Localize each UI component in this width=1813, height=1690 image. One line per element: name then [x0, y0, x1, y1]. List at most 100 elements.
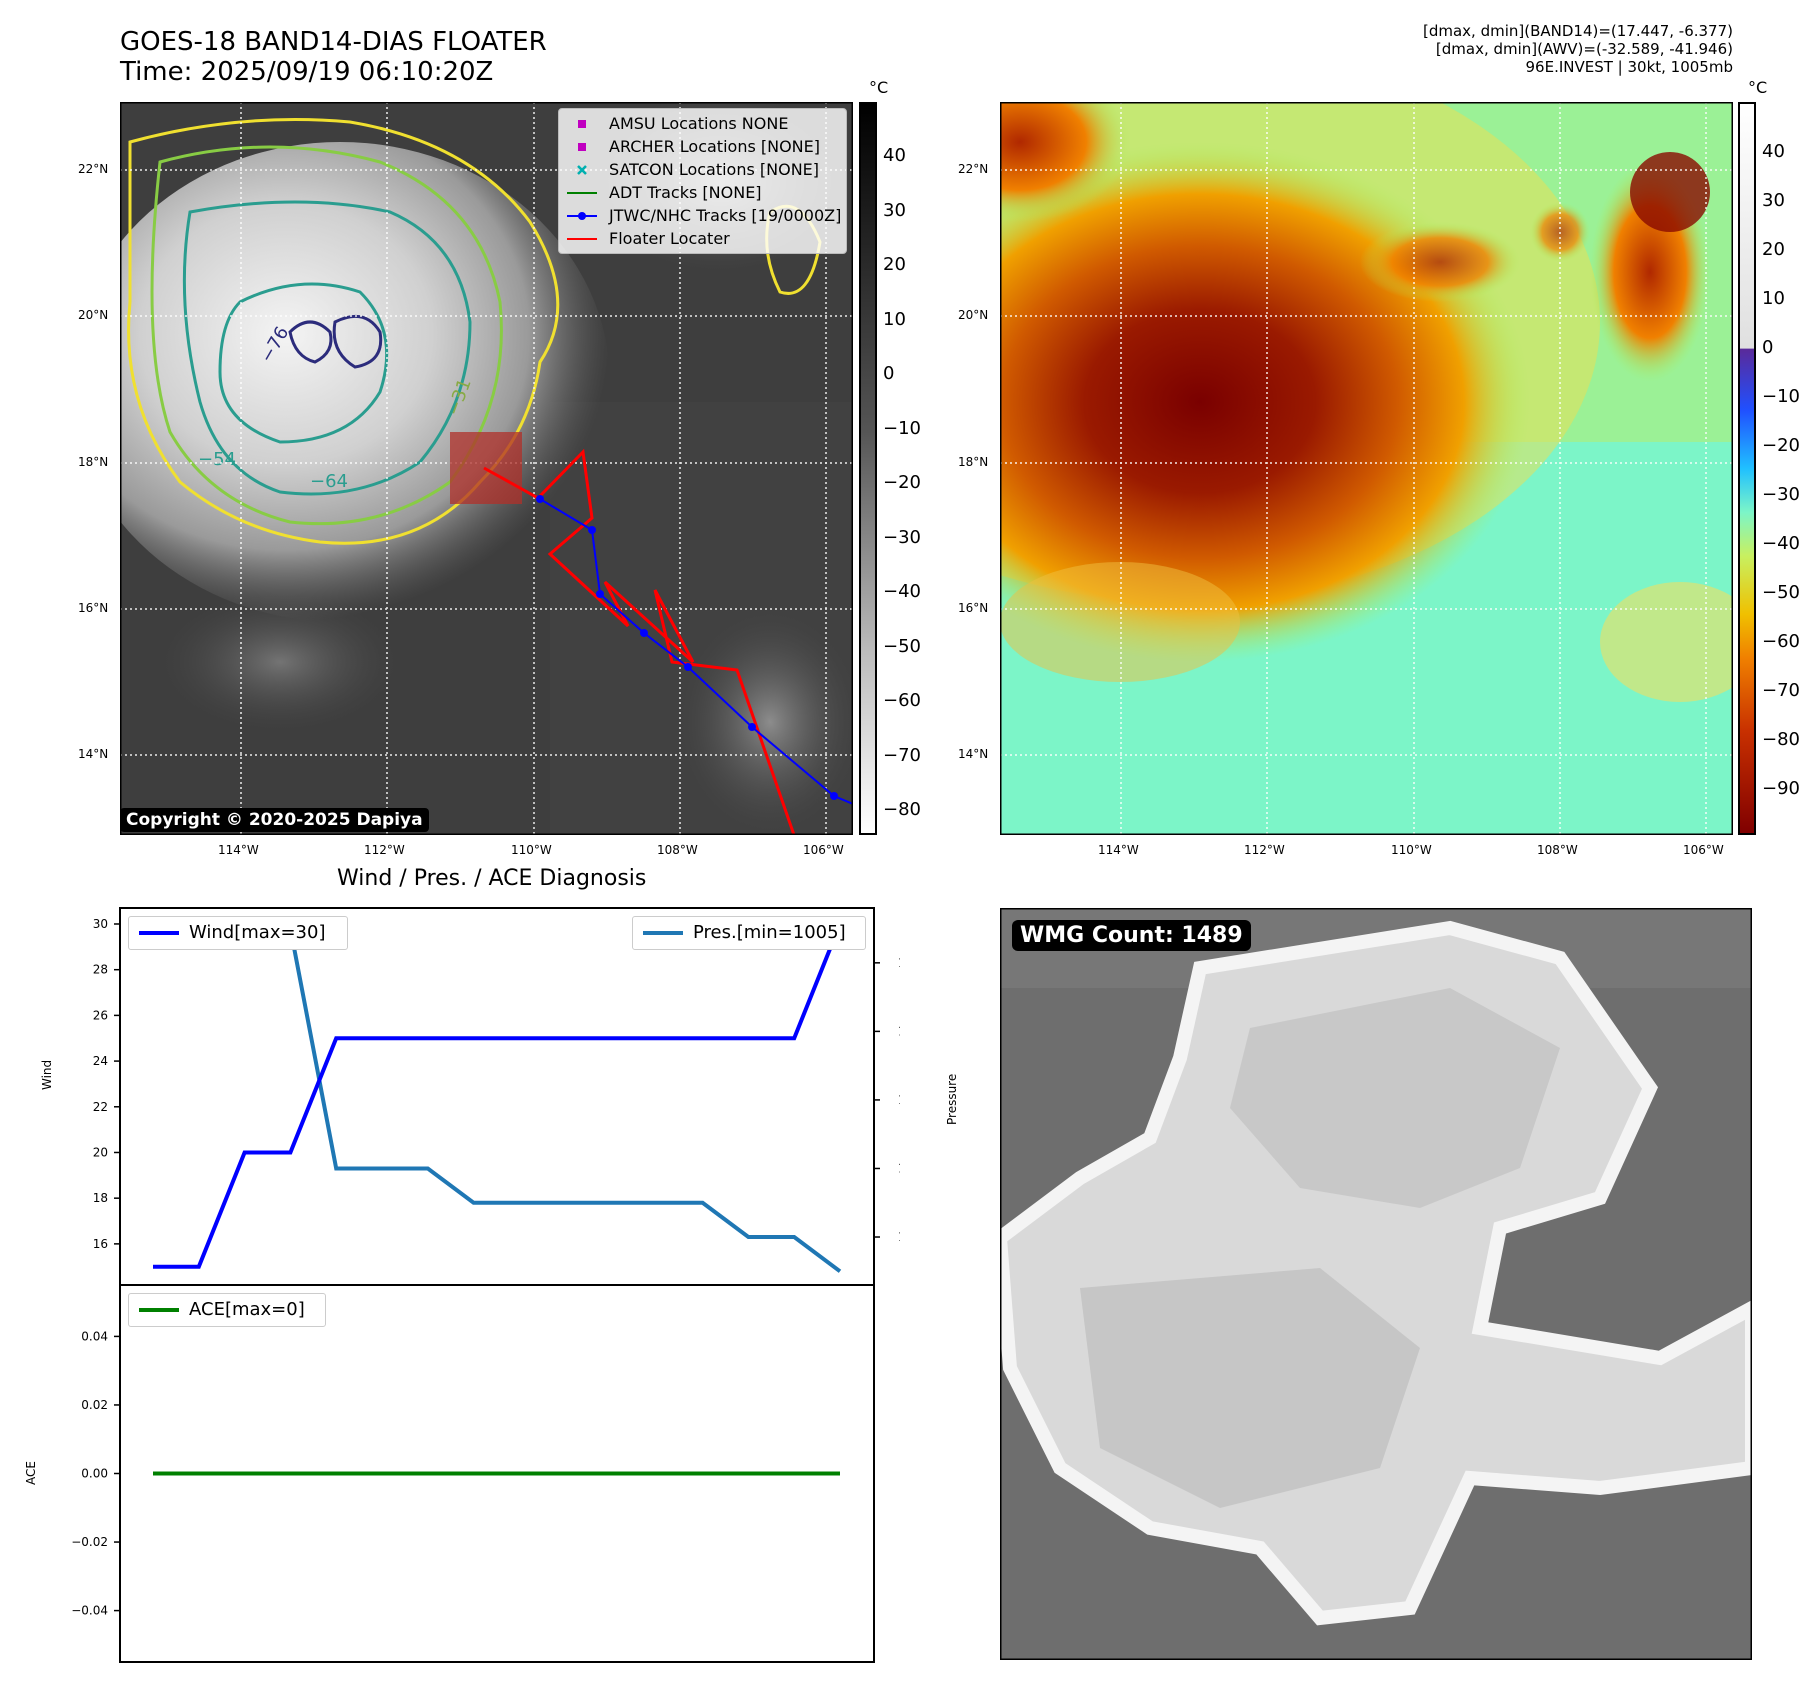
ir-colorbar-tick: −40: [883, 581, 921, 602]
ir-colorbar-tick: 0: [883, 363, 895, 384]
awv-lon-tick: 106°W: [1683, 843, 1724, 857]
ir-colorbar-tick: −10: [883, 418, 921, 439]
ir-colorbar-tick: 20: [883, 254, 906, 275]
wind-tick-label: 30: [93, 917, 108, 931]
figure-time: Time: 2025/09/19 06:10:20Z: [120, 57, 494, 87]
awv-lat-tick: 22°N: [958, 162, 989, 176]
awv-colorbar-tick: 20: [1762, 239, 1785, 260]
wmg-count-badge: WMG Count: 1489: [1012, 920, 1251, 951]
line-marker-icon: [565, 182, 599, 204]
legend-line-icon: [139, 1308, 179, 1312]
ir-lon-tick: 108°W: [657, 843, 698, 857]
awv-lon-tick: 108°W: [1537, 843, 1578, 857]
wind-tick-label: 28: [93, 963, 108, 977]
contour-label-54: −54: [198, 449, 236, 470]
square-marker-icon: [565, 136, 599, 158]
ace-tick-label: −0.04: [71, 1604, 108, 1618]
ir-colorbar-unit: °C: [869, 78, 889, 97]
ir-colorbar-tick: −80: [883, 799, 921, 820]
ir-colorbar-tick: −20: [883, 472, 921, 493]
ir-colorbar-tick: −50: [883, 636, 921, 657]
awv-colorbar-tick: −90: [1762, 778, 1800, 799]
wind-series-line: [153, 923, 842, 1269]
pressure-legend: Pres.[min=1005]: [632, 916, 866, 950]
ir-lat-tick: 16°N: [78, 601, 109, 615]
ir-lat-tick: 14°N: [78, 747, 109, 761]
ace-tick-label: −0.02: [71, 1535, 108, 1549]
jtwc-track: [539, 498, 853, 805]
ir-colorbar: [859, 102, 877, 835]
awv-colorbar-tick: −50: [1762, 582, 1800, 603]
ir-colorbar-tick: −70: [883, 745, 921, 766]
ir-lon-tick: 114°W: [218, 843, 259, 857]
awv-colorbar-tick: 40: [1762, 141, 1785, 162]
stats-block: [dmax, dmin](BAND14)=(17.447, -6.377) [d…: [1133, 22, 1733, 76]
wind-legend: Wind[max=30]: [128, 916, 348, 950]
awv-map: [1000, 102, 1733, 835]
awv-colorbar-tick: −40: [1762, 533, 1800, 554]
contour-label-64: −64: [310, 471, 348, 492]
awv-lon-tick: 114°W: [1098, 843, 1139, 857]
copyright-label: Copyright © 2020-2025 Dapiya: [120, 808, 429, 832]
wmg-panel: [1000, 908, 1752, 1660]
ir-lat-tick: 18°N: [78, 455, 109, 469]
ir-colorbar-tick: −60: [883, 690, 921, 711]
ir-colorbar-tick: 10: [883, 309, 906, 330]
legend-line-icon: [139, 931, 179, 935]
pressure-tick-label: 1010: [898, 1093, 900, 1107]
ir-lon-tick: 110°W: [511, 843, 552, 857]
wind-tick-label: 20: [93, 1145, 108, 1159]
diagnosis-title: Wind / Pres. / ACE Diagnosis: [337, 866, 647, 891]
awv-lat-tick: 14°N: [958, 747, 989, 761]
pressure-axis-label: Pressure: [945, 1073, 959, 1125]
awv-colorbar-unit: °C: [1748, 78, 1768, 97]
ir-lon-tick: 112°W: [364, 843, 405, 857]
awv-colorbar-tick: −80: [1762, 729, 1800, 750]
pressure-series-line: [153, 926, 842, 1273]
line-dot-marker-icon: [565, 205, 599, 227]
wind-tick-label: 24: [93, 1054, 108, 1068]
wind-axis-label: Wind: [40, 1059, 54, 1090]
awv-colorbar: [1738, 102, 1756, 835]
ir-colorbar-tick: −30: [883, 527, 921, 548]
ace-tick-label: 0.02: [81, 1398, 108, 1412]
line-marker-icon: [565, 228, 599, 250]
ace-axis-label: ACE: [24, 1461, 38, 1485]
awv-colorbar-tick: −20: [1762, 435, 1800, 456]
storm-info: 96E.INVEST | 30kt, 1005mb: [1525, 58, 1734, 76]
ace-legend: ACE[max=0]: [128, 1293, 326, 1327]
wind-tick-label: 26: [93, 1008, 108, 1022]
ace-tick-label: 0.04: [81, 1329, 108, 1343]
figure-title: GOES-18 BAND14-DIAS FLOATER: [120, 27, 547, 57]
awv-colorbar-tick: 10: [1762, 288, 1785, 309]
ir-lat-tick: 20°N: [78, 308, 109, 322]
wind-tick-label: 16: [93, 1237, 108, 1251]
awv-colorbar-tick: 0: [1762, 337, 1774, 358]
square-marker-icon: [565, 113, 599, 135]
ir-lat-tick: 22°N: [78, 162, 109, 176]
pressure-tick-label: 1008: [898, 1161, 900, 1175]
ir-lon-tick: 106°W: [803, 843, 844, 857]
awv-colorbar-tick: 30: [1762, 190, 1785, 211]
legend-line-icon: [643, 931, 683, 935]
band14-stats: [dmax, dmin](BAND14)=(17.447, -6.377): [1422, 22, 1733, 40]
awv-lon-tick: 112°W: [1244, 843, 1285, 857]
awv-lat-tick: 16°N: [958, 601, 989, 615]
pressure-tick-label: 1006: [898, 1230, 900, 1244]
awv-colorbar-tick: −10: [1762, 386, 1800, 407]
wind-tick-label: 22: [93, 1100, 108, 1114]
pressure-tick-label: 1012: [898, 1024, 900, 1038]
pressure-tick-label: 1014: [898, 956, 900, 970]
ir-colorbar-tick: 40: [883, 145, 906, 166]
ace-tick-label: 0.00: [81, 1467, 108, 1481]
awv-stats: [dmax, dmin](AWV)=(-32.589, -41.946): [1435, 40, 1733, 58]
awv-colorbar-tick: −30: [1762, 484, 1800, 505]
wind-tick-label: 18: [93, 1191, 108, 1205]
ir-map-legend: AMSU Locations NONE ARCHER Locations [NO…: [558, 108, 847, 254]
ir-colorbar-tick: 30: [883, 200, 906, 221]
awv-lon-tick: 110°W: [1391, 843, 1432, 857]
awv-lat-tick: 18°N: [958, 455, 989, 469]
diagnosis-chart: 16 18 20 22 24 26 28 30 1006 1008 1010 1012 1014 0.0…: [71, 907, 900, 1663]
awv-lat-tick: 20°N: [958, 308, 989, 322]
x-marker-icon: [565, 159, 599, 181]
